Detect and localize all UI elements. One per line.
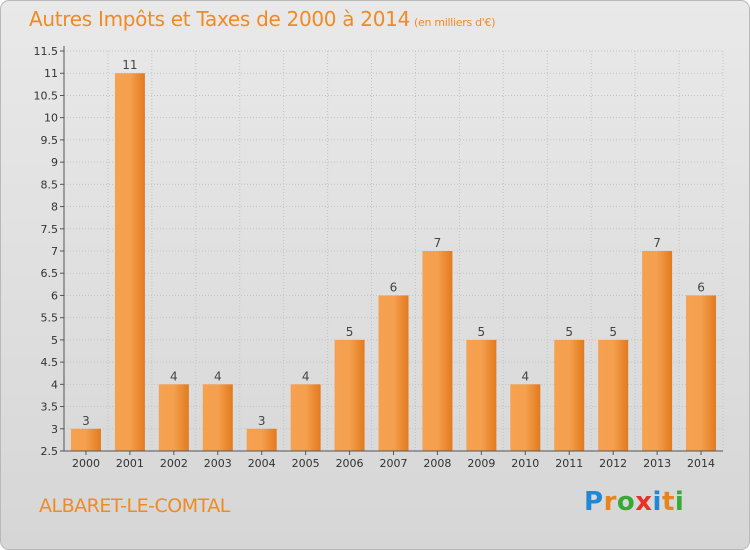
x-tick-label: 2006 bbox=[336, 457, 364, 470]
y-tick-label: 11 bbox=[44, 67, 58, 80]
bar bbox=[686, 295, 717, 451]
bar bbox=[642, 251, 673, 451]
bar bbox=[598, 339, 629, 451]
bar-value-label: 4 bbox=[170, 369, 178, 383]
bar bbox=[554, 339, 585, 451]
y-tick-label: 3.5 bbox=[41, 401, 59, 414]
proxiti-logo: Proxiti bbox=[584, 487, 684, 517]
y-tick-label: 5.5 bbox=[41, 312, 59, 325]
y-tick-label: 8 bbox=[51, 201, 58, 214]
y-tick-label: 10 bbox=[44, 112, 58, 125]
bar-value-label: 5 bbox=[609, 325, 617, 339]
y-tick-label: 6.5 bbox=[41, 267, 59, 280]
bar bbox=[334, 339, 365, 451]
y-tick-label: 10.5 bbox=[34, 89, 59, 102]
logo-letter: x bbox=[635, 487, 653, 517]
logo-letter: o bbox=[616, 487, 636, 517]
y-tick-label: 4.5 bbox=[41, 356, 59, 369]
x-tick-label: 2002 bbox=[160, 457, 188, 470]
x-tick-label: 2011 bbox=[555, 457, 583, 470]
bar bbox=[510, 384, 541, 451]
y-tick-label: 11.5 bbox=[34, 45, 59, 58]
y-tick-label: 9 bbox=[51, 156, 58, 169]
x-tick-label: 2012 bbox=[599, 457, 627, 470]
bar-value-label: 5 bbox=[346, 325, 354, 339]
bar bbox=[114, 73, 145, 451]
bar-value-label: 4 bbox=[214, 369, 222, 383]
chart-title-main: Autres Impôts et Taxes de 2000 à 2014 bbox=[29, 7, 410, 31]
bar bbox=[378, 295, 409, 451]
y-tick-label: 2.5 bbox=[41, 445, 59, 458]
bar bbox=[246, 428, 277, 451]
y-tick-label: 9.5 bbox=[41, 134, 59, 147]
x-tick-label: 2000 bbox=[72, 457, 100, 470]
logo-letter: i bbox=[674, 487, 685, 517]
logo-letter: t bbox=[661, 487, 675, 517]
bar-value-label: 6 bbox=[390, 280, 398, 294]
x-tick-label: 2005 bbox=[292, 457, 320, 470]
x-tick-label: 2001 bbox=[116, 457, 144, 470]
x-tick-label: 2007 bbox=[380, 457, 408, 470]
x-tick-label: 2009 bbox=[467, 457, 495, 470]
x-tick-label: 2014 bbox=[687, 457, 715, 470]
logo-letter: i bbox=[652, 487, 662, 517]
x-tick-label: 2004 bbox=[248, 457, 276, 470]
bar-value-label: 4 bbox=[302, 369, 310, 383]
bar-value-label: 5 bbox=[565, 325, 573, 339]
y-tick-label: 7.5 bbox=[41, 223, 59, 236]
x-tick-label: 2010 bbox=[511, 457, 539, 470]
x-tick-label: 2013 bbox=[643, 457, 671, 470]
bar bbox=[466, 339, 497, 451]
logo-letter: r bbox=[603, 487, 617, 517]
chart-title-unit: (en milliers d'€) bbox=[414, 16, 496, 29]
bar bbox=[70, 428, 101, 451]
y-tick-label: 8.5 bbox=[41, 178, 59, 191]
bar-value-label: 4 bbox=[521, 369, 529, 383]
bar-value-label: 5 bbox=[478, 325, 486, 339]
chart-title: Autres Impôts et Taxes de 2000 à 2014 (en… bbox=[29, 7, 495, 31]
bar bbox=[202, 384, 233, 451]
y-tick-label: 7 bbox=[51, 245, 58, 258]
bar-value-label: 7 bbox=[434, 236, 442, 250]
bar-value-label: 3 bbox=[258, 414, 266, 428]
bar-value-label: 3 bbox=[82, 414, 90, 428]
bar-value-label: 7 bbox=[653, 236, 661, 250]
commune-name: ALBARET-LE-COMTAL bbox=[39, 495, 230, 517]
bar bbox=[290, 384, 321, 451]
bar-value-label: 6 bbox=[697, 280, 705, 294]
y-tick-label: 5 bbox=[51, 334, 58, 347]
x-tick-label: 2003 bbox=[204, 457, 232, 470]
logo-letter: P bbox=[584, 487, 604, 517]
bar-value-label: 11 bbox=[122, 58, 137, 72]
y-tick-label: 4 bbox=[51, 378, 58, 391]
bar bbox=[158, 384, 189, 451]
bar bbox=[422, 251, 453, 451]
y-tick-label: 6 bbox=[51, 289, 58, 302]
x-tick-label: 2008 bbox=[423, 457, 451, 470]
y-tick-label: 3 bbox=[51, 423, 58, 436]
